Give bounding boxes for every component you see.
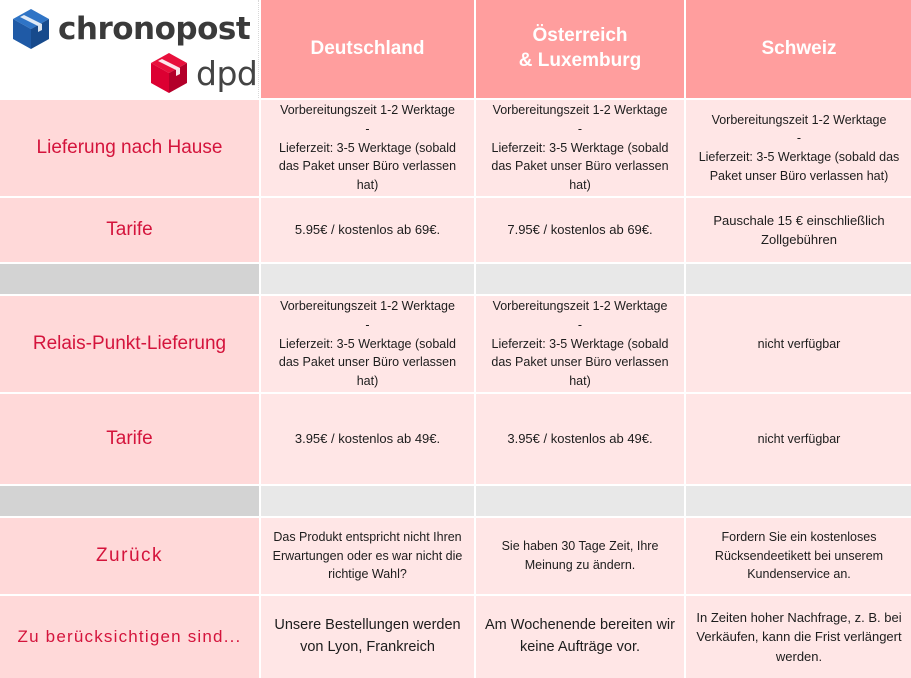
separator-row [476, 486, 684, 516]
home-rates-ch: Pauschale 15 € einschließlich Zollgebühr… [686, 198, 911, 262]
logo-area: chronopost dpd [0, 0, 259, 98]
separator-row [476, 264, 684, 294]
row-label-home-delivery: Lieferung nach Hause [0, 100, 259, 196]
relay-delivery-de: Vorbereitungszeit 1-2 Werktage - Lieferz… [261, 296, 474, 392]
returns-de: Das Produkt entspricht nicht Ihren Erwar… [261, 518, 474, 594]
home-rates-at-lu: 7.95€ / kostenlos ab 69€. [476, 198, 684, 262]
home-delivery-de: Vorbereitungszeit 1-2 Werktage - Lieferz… [261, 100, 474, 196]
home-delivery-ch: Vorbereitungszeit 1-2 Werktage - Lieferz… [686, 100, 911, 196]
returns-ch: Fordern Sie ein kostenloses Rücksendeeti… [686, 518, 911, 594]
chronopost-logo: chronopost [12, 8, 251, 50]
relay-delivery-at-lu: Vorbereitungszeit 1-2 Werktage - Lieferz… [476, 296, 684, 392]
row-label-home-rates: Tarife [0, 198, 259, 262]
separator-row [686, 264, 911, 294]
home-rates-de: 5.95€ / kostenlos ab 69€. [261, 198, 474, 262]
home-delivery-at-lu: Vorbereitungszeit 1-2 Werktage - Lieferz… [476, 100, 684, 196]
row-label-relay-rates: Tarife [0, 394, 259, 484]
dpd-wordmark: dpd [196, 53, 258, 93]
returns-at-lu: Sie haben 30 Tage Zeit, Ihre Meinung zu … [476, 518, 684, 594]
column-header-deutschland: Deutschland [261, 0, 474, 98]
separator-row [0, 486, 259, 516]
separator-row [261, 264, 474, 294]
separator-row [0, 264, 259, 294]
row-label-notes: Zu berücksichtigen sind... [0, 596, 259, 678]
relay-rates-ch: nicht verfügbar [686, 394, 911, 484]
notes-at-lu: Am Wochenende bereiten wir keine Aufträg… [476, 596, 684, 678]
dpd-cube-icon [151, 53, 187, 93]
relay-rates-at-lu: 3.95€ / kostenlos ab 49€. [476, 394, 684, 484]
separator-row [686, 486, 911, 516]
column-header-schweiz: Schweiz [686, 0, 911, 98]
chronopost-wordmark: chronopost [58, 11, 251, 47]
separator-row [261, 486, 474, 516]
dpd-logo: dpd [150, 52, 258, 94]
relay-delivery-ch: nicht verfügbar [686, 296, 911, 392]
row-label-returns: Zurück [0, 518, 259, 594]
column-header-oesterreich-luxemburg: Österreich & Luxemburg [476, 0, 684, 98]
row-label-relay-delivery: Relais-Punkt-Lieferung [0, 296, 259, 392]
notes-ch: In Zeiten hoher Nachfrage, z. B. bei Ver… [686, 596, 911, 678]
notes-de: Unsere Bestellungen werden von Lyon, Fra… [261, 596, 474, 678]
relay-rates-de: 3.95€ / kostenlos ab 49€. [261, 394, 474, 484]
chronopost-cube-icon [13, 9, 49, 49]
